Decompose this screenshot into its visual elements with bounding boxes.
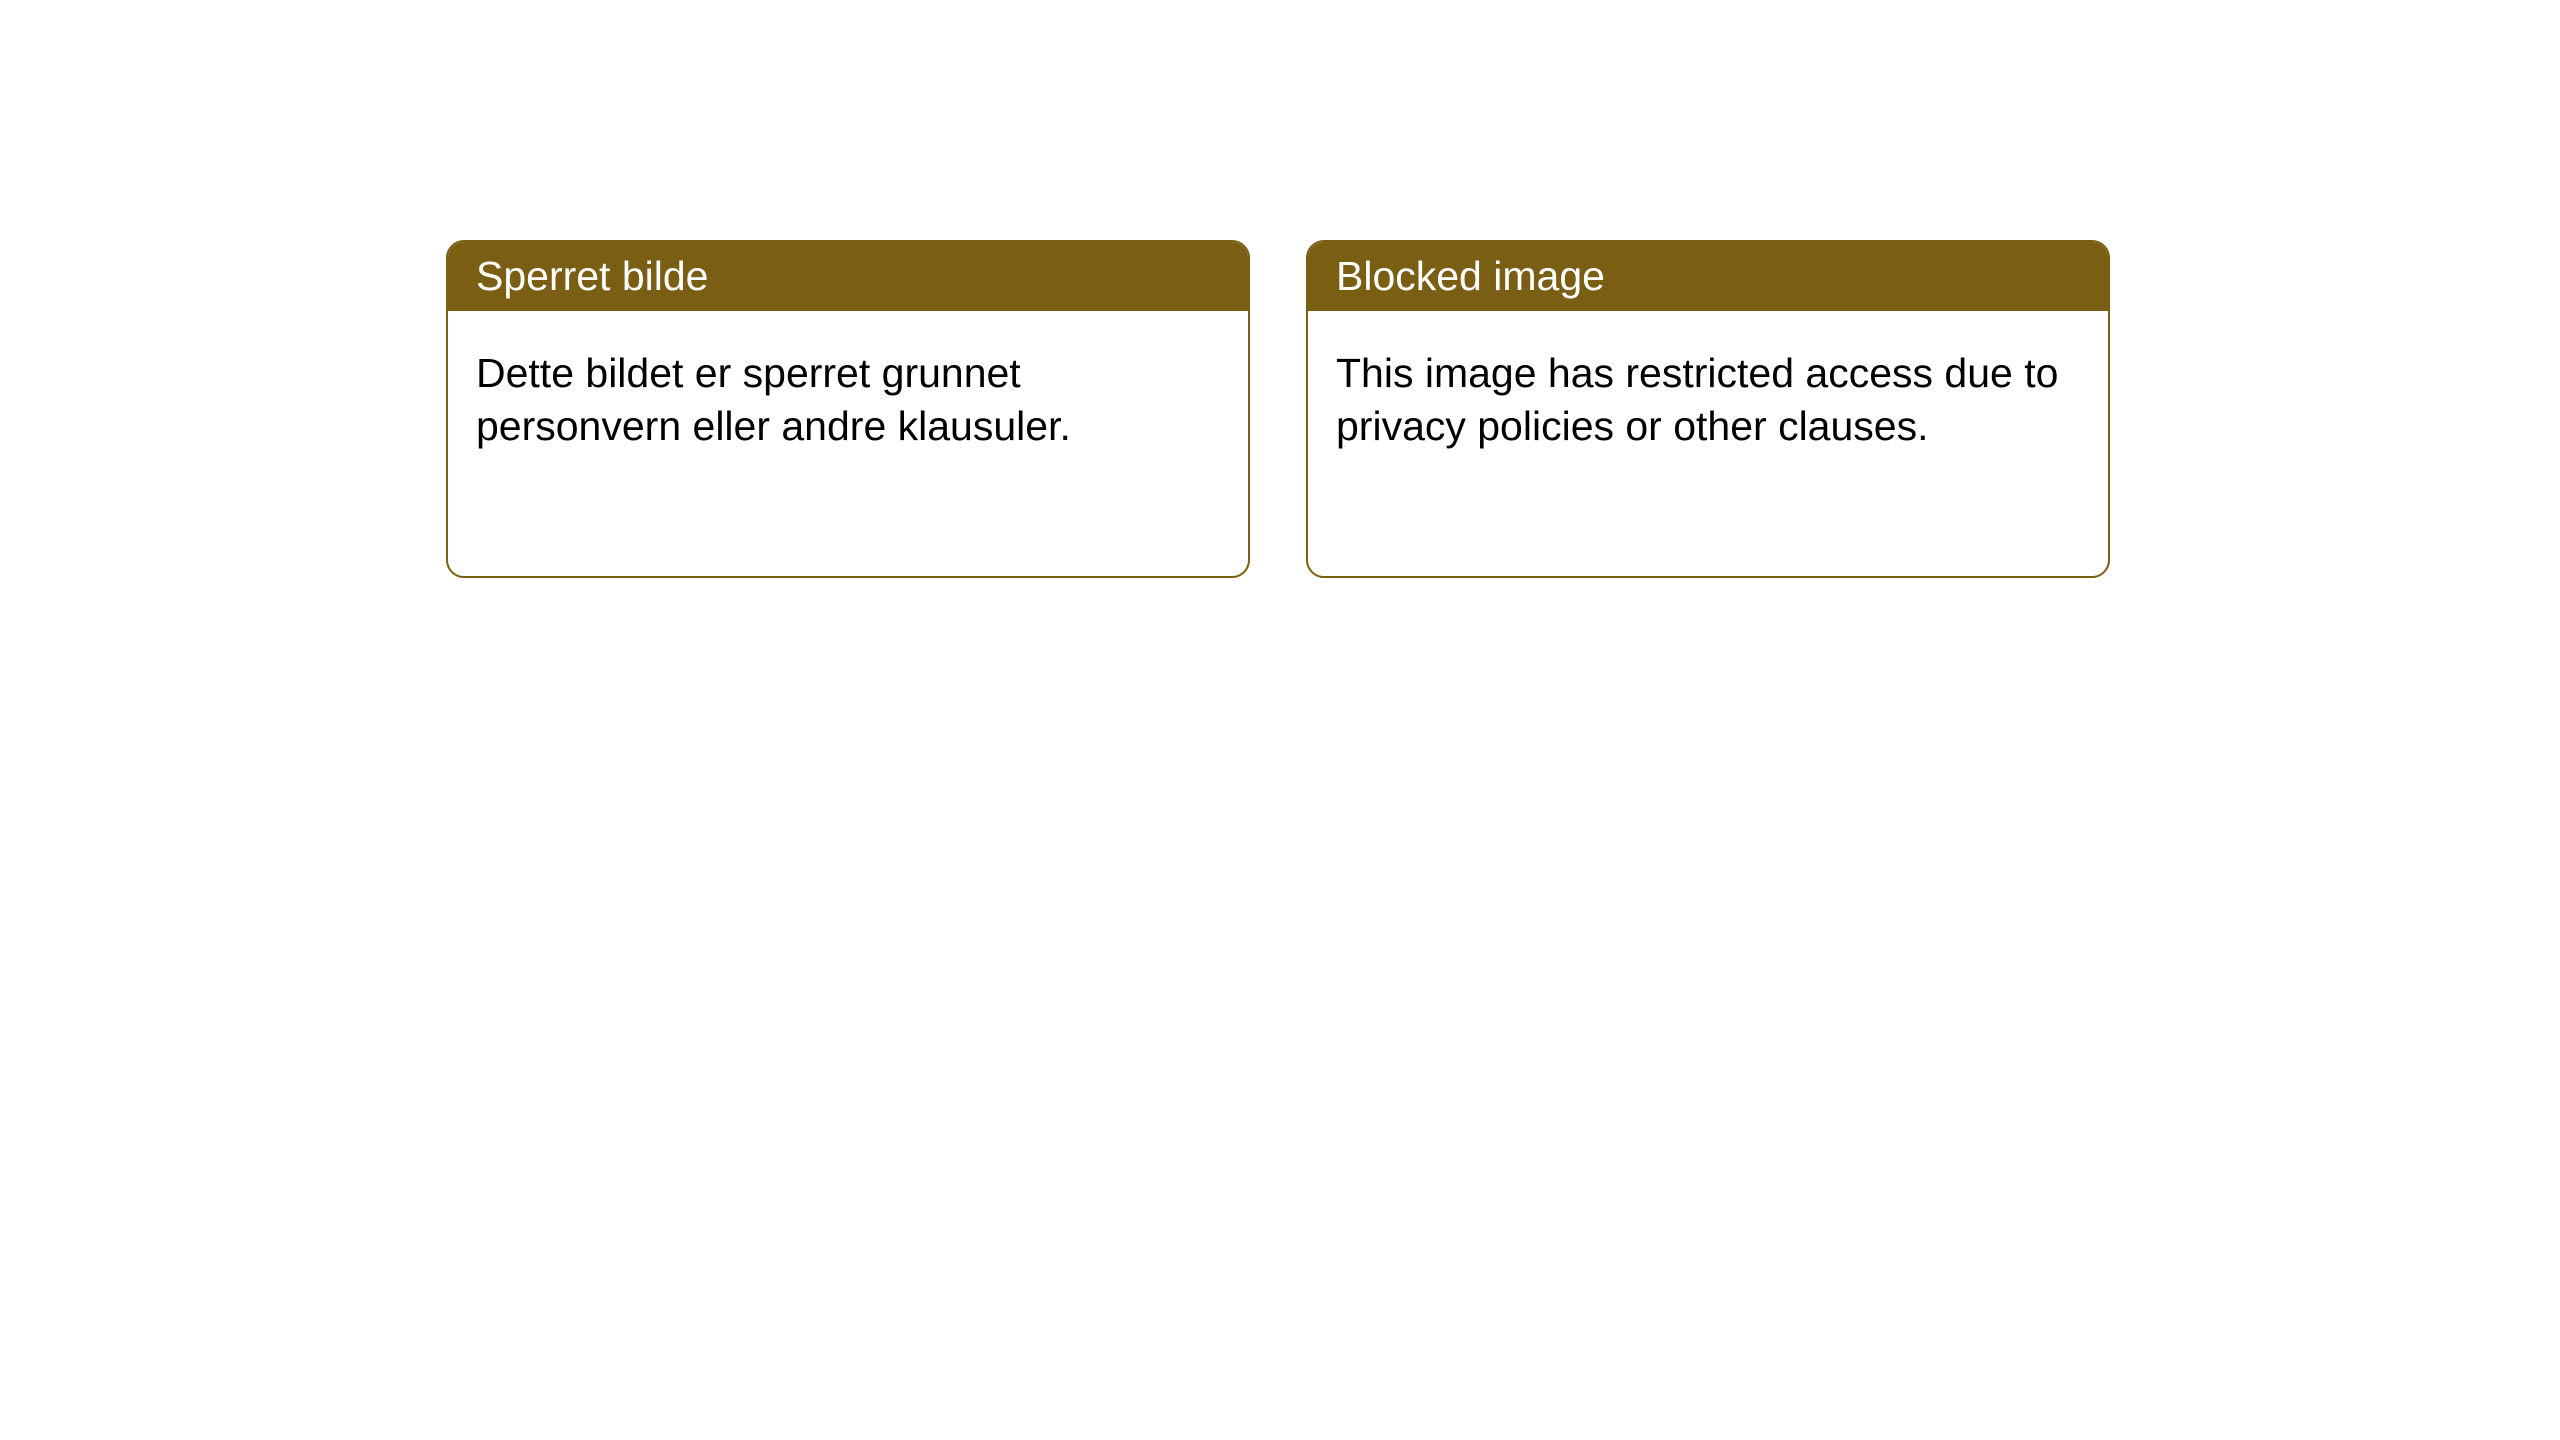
card-body-text: Dette bildet er sperret grunnet personve…	[476, 350, 1071, 448]
notice-card-norwegian: Sperret bilde Dette bildet er sperret gr…	[446, 240, 1250, 578]
card-header: Sperret bilde	[448, 242, 1248, 311]
card-title: Sperret bilde	[476, 253, 708, 299]
card-body-text: This image has restricted access due to …	[1336, 350, 2058, 448]
card-body: This image has restricted access due to …	[1308, 311, 2108, 488]
notice-card-english: Blocked image This image has restricted …	[1306, 240, 2110, 578]
notice-container: Sperret bilde Dette bildet er sperret gr…	[446, 240, 2110, 578]
card-header: Blocked image	[1308, 242, 2108, 311]
card-title: Blocked image	[1336, 253, 1605, 299]
card-body: Dette bildet er sperret grunnet personve…	[448, 311, 1248, 488]
